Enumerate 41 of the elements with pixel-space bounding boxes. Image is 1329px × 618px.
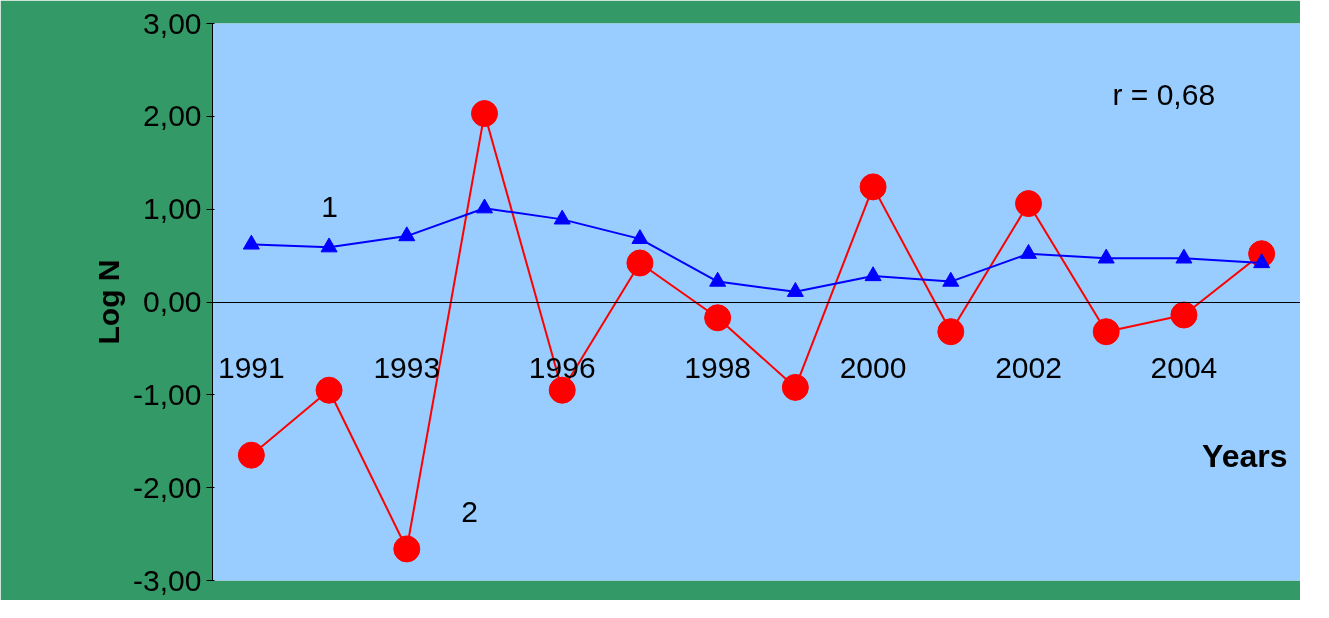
y-axis-title: Log N [92,259,126,345]
point [242,234,260,250]
point [1097,248,1115,264]
y-tick-label: -3,00 [133,563,202,597]
point [398,226,416,242]
point [320,237,338,253]
point [548,376,576,404]
x-tick-label: 1991 [217,351,285,384]
x-tick-label: 2004 [1150,351,1218,384]
point [1092,318,1120,346]
point [781,373,809,401]
y-tick-label: -1,00 [133,377,202,411]
point [393,535,421,563]
y-tick-label: 1,00 [143,192,202,226]
x-tick-label: 1993 [373,351,441,384]
point [553,209,571,225]
point [937,318,965,346]
point [631,229,649,244]
y-tick-label: 3,00 [143,6,202,40]
series-label: 2 [461,494,478,528]
y-tick-label: 2,00 [143,99,202,133]
x-axis-title: Years [1202,437,1288,474]
x-tick-label: 2002 [995,351,1062,384]
y-tick-label: -2,00 [133,470,202,504]
x-tick-label: 2000 [839,351,907,384]
annotation: r = 0,68 [1112,77,1216,111]
point [1175,248,1193,264]
point [709,271,727,287]
point [626,249,654,277]
point [315,376,343,404]
point [1170,301,1198,329]
point [1020,243,1037,259]
point [237,441,265,469]
series-label: 1 [321,190,338,224]
y-tick-label: 0,00 [143,285,202,318]
x-tick-label: 1998 [684,351,752,384]
point [476,198,493,214]
point [786,282,804,297]
point [864,266,882,282]
point [704,304,732,332]
point [942,271,960,287]
